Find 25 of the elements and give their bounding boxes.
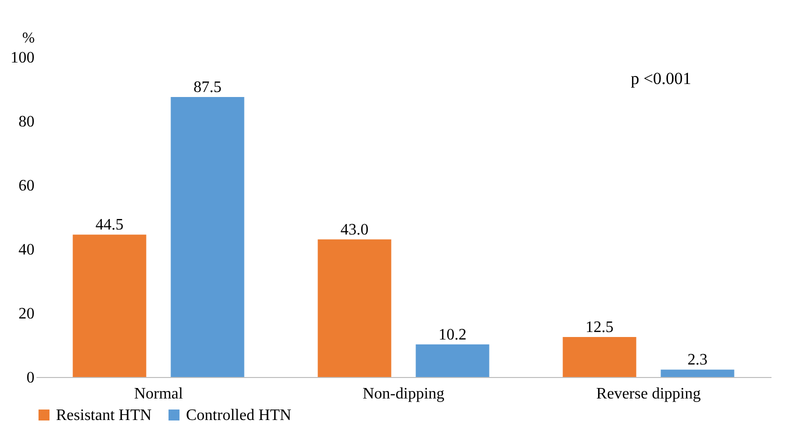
x-tick-label: Non-dipping: [362, 386, 444, 402]
legend-label: Resistant HTN: [56, 407, 152, 424]
annotation: p <0.001: [630, 69, 692, 88]
bar: [318, 239, 392, 377]
y-tick-label: 60: [18, 178, 34, 194]
data-label: 43.0: [340, 221, 368, 238]
data-label: 44.5: [96, 216, 124, 234]
x-tick-label: Normal: [134, 386, 184, 402]
legend-label: Controlled HTN: [186, 407, 292, 424]
bar: [72, 234, 146, 377]
data-label: 2.3: [688, 352, 708, 369]
bar: [170, 97, 244, 377]
data-label: 87.5: [194, 79, 222, 96]
data-label: 12.5: [586, 319, 614, 336]
y-axis-title: %: [22, 30, 35, 46]
data-label: 10.2: [438, 326, 466, 344]
y-tick-label: 80: [18, 114, 34, 130]
bar: [416, 344, 490, 377]
bar: [562, 337, 636, 377]
bar: [660, 370, 734, 377]
x-tick-label: Reverse dipping: [596, 386, 701, 402]
y-tick-label: 0: [26, 370, 34, 386]
y-tick-label: 40: [18, 242, 34, 258]
y-tick-label: 100: [10, 50, 34, 66]
y-tick-label: 20: [18, 306, 34, 322]
